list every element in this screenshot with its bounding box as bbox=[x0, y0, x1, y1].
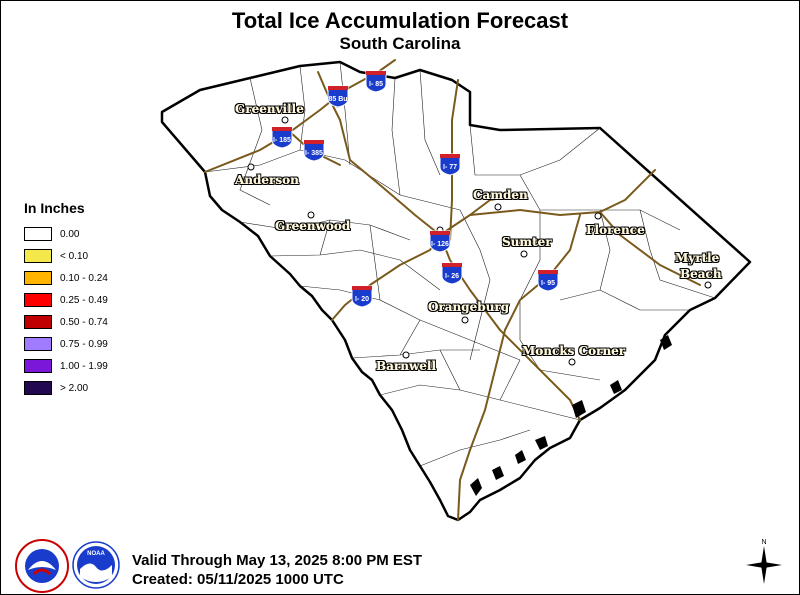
svg-text:I- 20: I- 20 bbox=[355, 296, 369, 303]
shield-i185: I- 185 bbox=[271, 126, 293, 149]
legend-label: 0.75 - 0.99 bbox=[60, 338, 108, 350]
city-label-myrtle: Myrtle bbox=[675, 251, 720, 265]
noaa-logo-icon: NOAA bbox=[72, 541, 120, 589]
city-label-barnwell: Barnwell bbox=[376, 359, 436, 373]
shield-i126: I- 126 bbox=[429, 230, 451, 253]
shield-i85: I- 85 bbox=[365, 70, 387, 93]
svg-text:85 Bu: 85 Bu bbox=[328, 96, 347, 103]
legend-title: In Inches bbox=[24, 200, 85, 216]
shield-i85-bus: 85 Bu bbox=[327, 85, 349, 108]
state-outline bbox=[160, 60, 752, 522]
legend: In Inches 0.00 < 0.10 0.10 - 0.24 0.25 - 0.… bbox=[24, 200, 108, 402]
legend-swatch bbox=[24, 315, 52, 329]
legend-label: 0.50 - 0.74 bbox=[60, 316, 108, 328]
myrtle-beach-marker bbox=[704, 281, 712, 289]
nws-logo-icon bbox=[15, 539, 69, 593]
legend-label: 0.10 - 0.24 bbox=[60, 272, 108, 284]
city-label-camden: Camden bbox=[473, 188, 528, 202]
barnwell-marker bbox=[402, 351, 410, 359]
legend-swatch bbox=[24, 249, 52, 263]
svg-text:I- 185: I- 185 bbox=[273, 137, 291, 144]
greenville-marker bbox=[281, 116, 289, 124]
legend-label: 0.00 bbox=[60, 228, 80, 240]
legend-label: > 2.00 bbox=[60, 382, 89, 394]
created-text: Created: 05/11/2025 1000 UTC bbox=[132, 571, 344, 588]
legend-swatch bbox=[24, 227, 52, 241]
city-label-beach: Beach bbox=[680, 267, 722, 281]
svg-text:I- 385: I- 385 bbox=[305, 150, 323, 157]
map-title: Total Ice Accumulation Forecast bbox=[231, 8, 569, 33]
legend-item: 0.75 - 0.99 bbox=[24, 336, 108, 352]
city-label-anderson: Anderson bbox=[234, 173, 299, 187]
city-label-orangeburg: Orangeburg bbox=[428, 300, 510, 314]
legend-item: 0.25 - 0.49 bbox=[24, 292, 108, 308]
city-label-greenwood: Greenwood bbox=[275, 219, 351, 233]
anderson-marker bbox=[247, 163, 255, 171]
legend-swatch bbox=[24, 381, 52, 395]
shield-i95: I- 95 bbox=[537, 269, 559, 292]
svg-text:I- 95: I- 95 bbox=[541, 280, 555, 287]
compass-north-label: N bbox=[761, 539, 766, 546]
legend-item: 0.10 - 0.24 bbox=[24, 270, 108, 286]
city-label-greenville: Greenville bbox=[235, 102, 304, 116]
legend-item: > 2.00 bbox=[24, 380, 108, 396]
map-subtitle: South Carolina bbox=[339, 34, 461, 53]
compass-rose-icon: N bbox=[746, 539, 782, 584]
legend-item: 0.50 - 0.74 bbox=[24, 314, 108, 330]
city-label-sumter: Sumter bbox=[502, 235, 552, 249]
shield-i20: I- 20 bbox=[351, 285, 373, 308]
county-lines bbox=[204, 61, 716, 467]
legend-item: 1.00 - 1.99 bbox=[24, 358, 108, 374]
city-label-moncks-corner: Moncks Corner bbox=[522, 344, 626, 358]
svg-text:I- 126: I- 126 bbox=[431, 241, 449, 248]
orangeburg-marker bbox=[461, 316, 469, 324]
shield-i385: I- 385 bbox=[303, 139, 325, 162]
greenwood-marker bbox=[307, 211, 315, 219]
legend-swatch bbox=[24, 359, 52, 373]
svg-text:I- 77: I- 77 bbox=[443, 164, 457, 171]
shield-i26: I- 26 bbox=[441, 262, 463, 285]
legend-item: 0.00 bbox=[24, 226, 108, 242]
florence-marker bbox=[594, 212, 602, 220]
noaa-logo-text: NOAA bbox=[87, 551, 105, 557]
legend-label: < 0.10 bbox=[60, 250, 89, 262]
coastal-islands bbox=[470, 335, 672, 496]
legend-swatch bbox=[24, 293, 52, 307]
sumter-marker bbox=[520, 250, 528, 258]
legend-swatch bbox=[24, 337, 52, 351]
moncks-corner-marker bbox=[568, 358, 576, 366]
legend-label: 0.25 - 0.49 bbox=[60, 294, 108, 306]
shield-i77: I- 77 bbox=[439, 153, 461, 176]
svg-text:I- 85: I- 85 bbox=[369, 81, 383, 88]
city-label-florence: Florence bbox=[586, 223, 645, 237]
legend-label: 1.00 - 1.99 bbox=[60, 360, 108, 372]
camden-marker bbox=[494, 203, 502, 211]
legend-swatch bbox=[24, 271, 52, 285]
valid-through-text: Valid Through May 13, 2025 8:00 PM EST bbox=[132, 552, 423, 569]
legend-items: 0.00 < 0.10 0.10 - 0.24 0.25 - 0.49 0.50 - 0… bbox=[24, 226, 108, 396]
legend-item: < 0.10 bbox=[24, 248, 108, 264]
svg-text:I- 26: I- 26 bbox=[445, 273, 459, 280]
